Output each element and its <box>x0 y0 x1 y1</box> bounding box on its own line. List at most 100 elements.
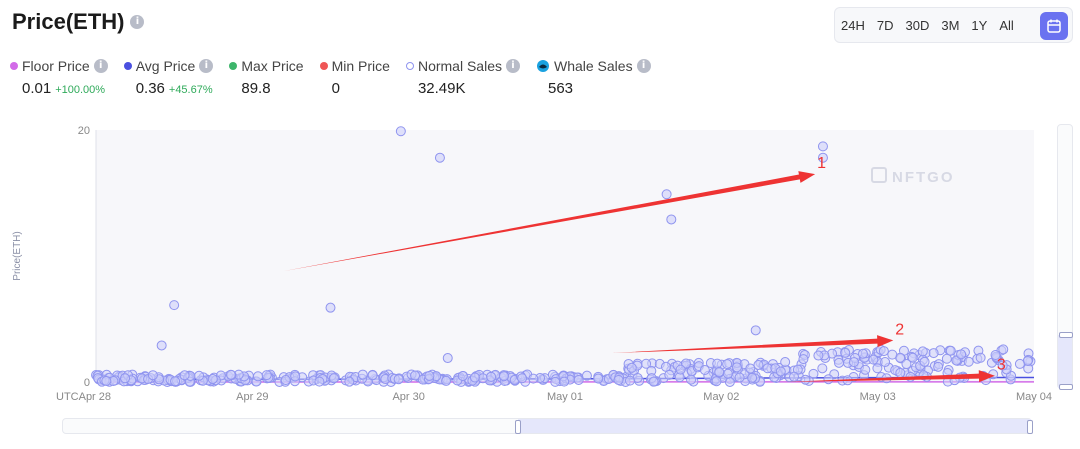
normal-sale-point <box>581 370 592 381</box>
stat-max-price[interactable]: Max Price 89.8 <box>229 58 304 97</box>
info-icon[interactable]: i <box>130 15 145 29</box>
watermark-logo-icon <box>871 167 887 183</box>
stat-avg-price[interactable]: Avg Price i 0.36 +45.67% <box>123 58 214 97</box>
y-zoom-handle-bottom[interactable] <box>1059 384 1073 390</box>
normal-sale-point <box>393 374 404 385</box>
normal-sale-point <box>872 363 883 374</box>
stat-normal-sales[interactable]: Normal Sales i 32.49K <box>405 58 520 97</box>
normal-sale-point <box>817 141 828 152</box>
normal-sale-point <box>666 214 677 225</box>
y-zoom-slider[interactable] <box>1057 124 1073 390</box>
normal-sale-point <box>963 356 974 367</box>
x-zoom-slider[interactable] <box>62 418 1033 434</box>
y-zoom-handle-top[interactable] <box>1059 332 1073 338</box>
normal-sale-point <box>956 349 967 360</box>
info-icon[interactable]: i <box>505 59 520 73</box>
stats-legend: Floor Price i 0.01 +100.00% Avg Price i 0.3… <box>10 58 667 97</box>
range-24h[interactable]: 24H <box>841 17 865 33</box>
normal-sale-point <box>714 366 725 377</box>
x-tick-label: Apr 29 <box>236 391 268 403</box>
normal-sale-point <box>367 370 378 381</box>
normal-sale-point <box>941 353 952 364</box>
normal-sale-point <box>624 375 635 386</box>
normal-sale-point <box>395 126 406 137</box>
normal-sale-point <box>823 374 834 385</box>
normal-sale-point <box>860 364 871 375</box>
normal-sale-point <box>990 350 1001 361</box>
normal-sale-point <box>573 374 584 385</box>
stat-label: Normal Sales <box>417 58 502 74</box>
annotation-arrow <box>783 370 995 383</box>
normal-sale-point <box>486 371 497 382</box>
range-3m[interactable]: 3M <box>941 17 960 33</box>
normal-sale-point <box>722 368 733 379</box>
normal-sale-point <box>788 371 799 382</box>
normal-sale-point <box>664 369 675 380</box>
x-zoom-handle-left[interactable] <box>515 420 521 434</box>
normal-sale-point <box>559 376 570 387</box>
normal-sale-point <box>919 356 930 367</box>
stat-label: Whale Sales <box>553 58 633 74</box>
normal-sale-point <box>357 369 368 380</box>
info-icon[interactable]: i <box>636 59 651 73</box>
normal-sale-point <box>120 373 131 384</box>
y-axis-label: Price(ETH) <box>12 231 23 280</box>
normal-sale-point <box>528 373 539 384</box>
normal-sale-point <box>998 344 1009 355</box>
normal-sale-point <box>314 376 325 387</box>
y-zoom-selection[interactable] <box>1058 335 1072 388</box>
normal-sale-point <box>868 354 879 365</box>
x-tick-label: Apr 30 <box>392 391 424 403</box>
info-icon[interactable]: i <box>93 59 108 73</box>
floor-dot-icon <box>10 62 18 70</box>
normal-sale-point <box>780 357 791 368</box>
range-7d[interactable]: 7D <box>876 17 894 33</box>
normal-sale-point <box>179 370 190 381</box>
normal-sale-point <box>147 370 158 381</box>
calendar-icon[interactable] <box>1040 12 1068 40</box>
y-tick-label: 20 <box>78 125 90 137</box>
normal-sale-point <box>101 375 112 386</box>
normal-sale-point <box>225 369 236 380</box>
normal-sale-point <box>469 372 480 383</box>
normal-sale-point <box>686 374 697 385</box>
normal-sale-point <box>699 365 710 376</box>
normal-sale-point <box>933 361 944 372</box>
stat-label: Max Price <box>241 58 304 74</box>
normal-sale-point <box>945 345 956 356</box>
normal-sale-point <box>661 189 672 200</box>
x-zoom-handle-right[interactable] <box>1027 420 1033 434</box>
stat-whale-sales[interactable]: Whale Sales i 563 <box>536 58 651 97</box>
normal-sale-point <box>750 325 761 336</box>
normal-sale-point <box>517 373 528 384</box>
price-scatter-chart[interactable]: NFTGO Price(ETH) 0 20 UTCApr 28 Apr 29 Apr 30 M… <box>0 110 1080 410</box>
info-icon[interactable]: i <box>199 59 214 73</box>
x-zoom-selection[interactable] <box>518 419 1031 433</box>
normal-sale-point <box>550 376 561 387</box>
min-dot-icon <box>319 62 328 70</box>
normal-sale-point <box>808 368 819 379</box>
stat-value: 0 <box>331 80 340 97</box>
range-1y[interactable]: 1Y <box>971 17 988 33</box>
normal-sale-point <box>817 152 828 163</box>
normal-sale-point <box>813 350 824 361</box>
stat-value: 563 <box>547 80 574 97</box>
normal-dot-icon <box>405 62 414 70</box>
normal-sale-point <box>928 348 939 359</box>
normal-sale-point <box>753 359 764 370</box>
stat-label: Avg Price <box>135 58 196 74</box>
stat-value: 0.36 <box>135 80 165 97</box>
stat-min-price[interactable]: Min Price 0 <box>319 58 390 97</box>
stat-floor-price[interactable]: Floor Price i 0.01 +100.00% <box>10 58 108 97</box>
normal-sale-point <box>648 376 659 387</box>
normal-sale-point <box>641 358 652 369</box>
normal-sale-point <box>711 376 722 387</box>
normal-sale-point <box>747 372 758 383</box>
range-all[interactable]: All <box>999 17 1014 33</box>
normal-sale-point <box>441 375 452 386</box>
normal-sale-point <box>328 373 339 384</box>
range-30d[interactable]: 30D <box>905 17 930 33</box>
normal-sale-point <box>975 352 986 363</box>
watermark: NFTGO <box>892 169 955 186</box>
normal-sale-point <box>207 373 218 384</box>
